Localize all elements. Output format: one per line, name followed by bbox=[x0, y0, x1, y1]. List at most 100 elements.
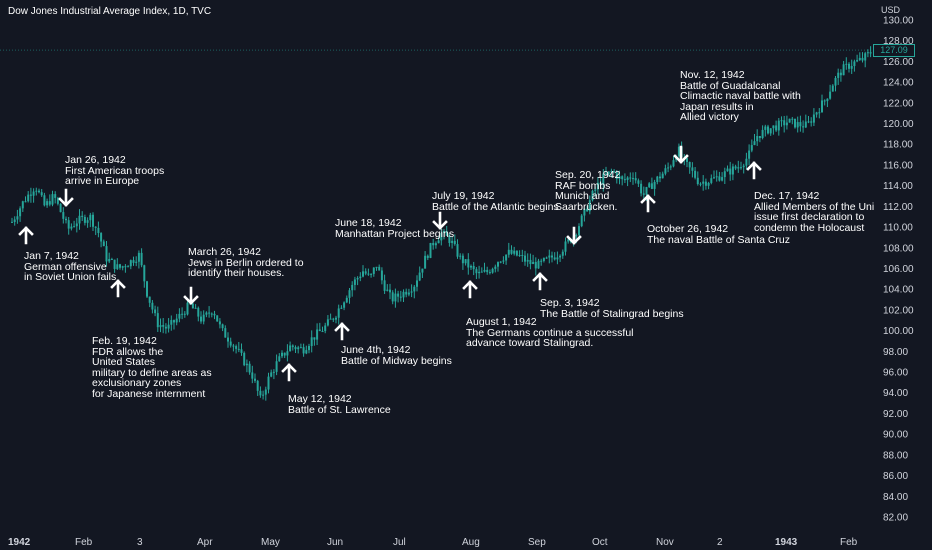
candle-body-203 bbox=[559, 255, 562, 258]
candle-body-67 bbox=[191, 303, 194, 309]
candle-body-153 bbox=[424, 255, 427, 269]
candle-body-98 bbox=[275, 361, 278, 372]
candle-body-80 bbox=[227, 337, 229, 342]
event-arrow-up-icon bbox=[110, 279, 126, 298]
candle-body-297 bbox=[812, 114, 815, 123]
candle-body-46 bbox=[135, 261, 138, 263]
candle-body-188 bbox=[518, 255, 521, 257]
candle-body-221 bbox=[607, 171, 610, 175]
annotation-nov12: Nov. 12, 1942 Battle of Guadalcanal Clim… bbox=[680, 69, 801, 124]
candle-body-85 bbox=[240, 349, 243, 353]
candle-body-240 bbox=[659, 176, 661, 179]
event-arrow-down-icon bbox=[673, 145, 689, 164]
candle-body-167 bbox=[461, 255, 464, 264]
candle-body-252 bbox=[691, 167, 694, 171]
y-tick-label: 84.00 bbox=[883, 492, 908, 503]
candle-body-199 bbox=[548, 255, 551, 258]
candle-body-36 bbox=[108, 258, 111, 262]
candle-body-312 bbox=[853, 61, 856, 67]
x-tick-label: 3 bbox=[137, 537, 143, 548]
candle-body-204 bbox=[561, 251, 564, 256]
candle-body-38 bbox=[113, 259, 116, 269]
candle-body-96 bbox=[270, 372, 273, 377]
candle-body-239 bbox=[656, 176, 659, 182]
candle-body-30 bbox=[92, 214, 94, 227]
candle-body-261 bbox=[715, 176, 718, 178]
candle-body-267 bbox=[731, 166, 734, 175]
candle-body-238 bbox=[653, 181, 656, 189]
candle-body-2 bbox=[16, 216, 19, 220]
candle-body-84 bbox=[237, 348, 240, 350]
candle-body-242 bbox=[664, 168, 667, 174]
candle-body-134 bbox=[372, 267, 375, 274]
candle-body-127 bbox=[353, 279, 356, 285]
candle-body-212 bbox=[583, 208, 586, 216]
y-tick-label: 90.00 bbox=[883, 430, 908, 441]
candle-body-121 bbox=[337, 308, 340, 318]
annotation-jul19: July 19, 1942 Battle of the Atlantic beg… bbox=[432, 190, 559, 213]
candle-body-69 bbox=[197, 307, 200, 317]
candle-body-250 bbox=[686, 158, 688, 162]
candle-body-293 bbox=[802, 126, 805, 128]
candle-body-70 bbox=[200, 316, 202, 322]
y-tick-label: 120.00 bbox=[883, 119, 914, 130]
event-arrow-up-icon bbox=[746, 161, 762, 180]
candle-body-116 bbox=[324, 325, 327, 332]
candle-body-273 bbox=[748, 150, 751, 159]
candle-body-21 bbox=[67, 220, 70, 229]
candle-body-280 bbox=[767, 126, 769, 134]
candle-body-34 bbox=[102, 241, 105, 247]
candle-body-216 bbox=[594, 189, 597, 191]
candle-body-176 bbox=[486, 269, 489, 273]
event-arrow-up-icon bbox=[334, 322, 350, 341]
candle-body-276 bbox=[756, 136, 759, 142]
candle-body-61 bbox=[175, 318, 178, 323]
candle-body-141 bbox=[391, 292, 394, 302]
candle-body-122 bbox=[340, 307, 343, 309]
x-tick-label: Aug bbox=[462, 537, 480, 548]
candle-body-7 bbox=[29, 194, 32, 196]
candle-body-132 bbox=[367, 273, 370, 275]
candle-body-185 bbox=[510, 249, 513, 254]
candle-body-268 bbox=[734, 166, 737, 169]
candle-body-160 bbox=[443, 231, 445, 233]
candle-body-184 bbox=[507, 249, 510, 255]
candle-body-43 bbox=[127, 266, 130, 268]
candle-body-12 bbox=[43, 195, 46, 206]
candle-body-145 bbox=[402, 291, 405, 298]
candle-body-112 bbox=[313, 337, 316, 340]
y-tick-label: 116.00 bbox=[883, 160, 913, 171]
y-tick-label: 110.00 bbox=[883, 223, 913, 234]
candle-body-296 bbox=[810, 121, 813, 123]
y-tick-label: 88.00 bbox=[883, 450, 908, 461]
candle-body-74 bbox=[210, 313, 213, 315]
candle-body-104 bbox=[291, 345, 294, 348]
candle-body-173 bbox=[478, 271, 481, 274]
candle-body-162 bbox=[448, 235, 451, 243]
candle-body-161 bbox=[445, 231, 448, 236]
candle-body-55 bbox=[159, 325, 162, 328]
y-tick-label: 114.00 bbox=[883, 181, 913, 192]
candle-body-291 bbox=[796, 122, 799, 128]
candle-body-302 bbox=[826, 98, 829, 102]
candle-body-42 bbox=[124, 266, 127, 268]
candle-body-290 bbox=[794, 118, 796, 128]
candle-body-294 bbox=[804, 121, 807, 128]
candle-body-114 bbox=[318, 329, 321, 332]
candle-body-215 bbox=[591, 190, 594, 201]
candle-body-163 bbox=[451, 240, 454, 243]
candle-body-175 bbox=[483, 269, 486, 272]
candle-body-219 bbox=[602, 173, 605, 185]
candle-body-101 bbox=[283, 352, 286, 356]
candle-body-90 bbox=[254, 378, 256, 381]
candle-body-105 bbox=[294, 347, 297, 350]
candle-body-241 bbox=[661, 173, 664, 179]
candle-body-214 bbox=[588, 200, 591, 212]
candle-body-148 bbox=[410, 291, 413, 293]
candle-body-286 bbox=[783, 120, 786, 126]
candle-body-218 bbox=[599, 182, 602, 185]
candle-body-54 bbox=[156, 313, 159, 328]
candle-body-201 bbox=[553, 257, 556, 260]
candle-body-254 bbox=[696, 177, 699, 185]
